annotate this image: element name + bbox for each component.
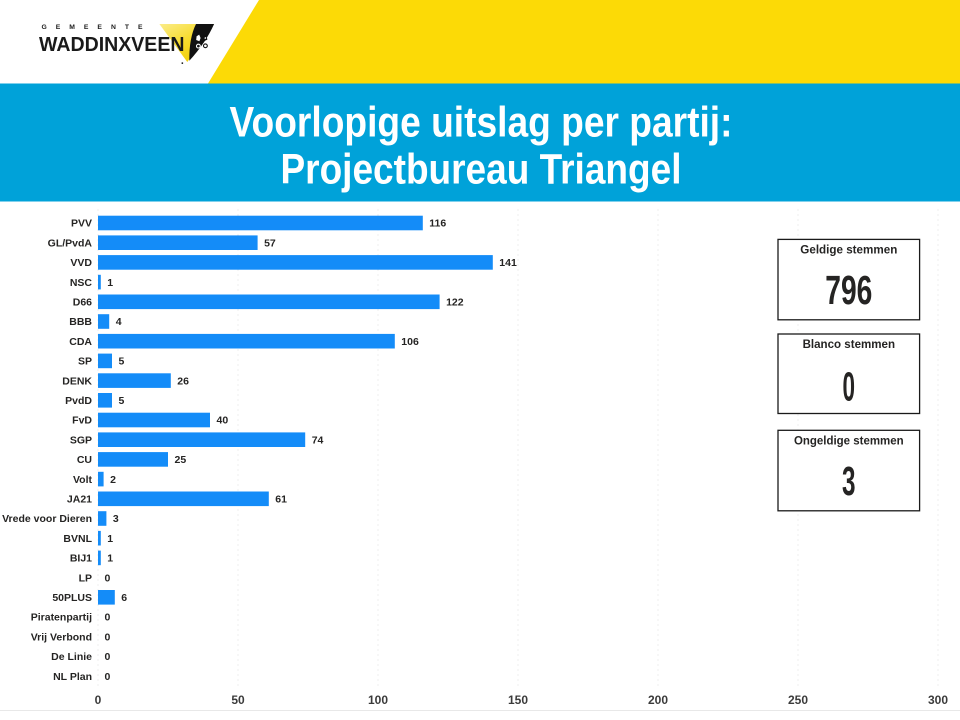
- svg-text:0: 0: [105, 612, 111, 624]
- svg-text:3: 3: [113, 513, 119, 525]
- svg-text:122: 122: [446, 297, 464, 309]
- svg-text:25: 25: [175, 454, 187, 466]
- svg-text:0: 0: [95, 693, 102, 707]
- svg-text:250: 250: [788, 693, 808, 707]
- svg-text:Piratenpartij: Piratenpartij: [31, 612, 92, 624]
- svg-text:D66: D66: [73, 297, 92, 309]
- svg-text:Blanco stemmen: Blanco stemmen: [803, 337, 895, 351]
- svg-text:LP: LP: [79, 572, 92, 584]
- svg-text:Volt: Volt: [73, 474, 93, 486]
- svg-text:150: 150: [508, 693, 528, 707]
- svg-text:Vrede voor Dieren: Vrede voor Dieren: [2, 513, 92, 525]
- svg-text:BBB: BBB: [69, 316, 92, 328]
- svg-text:2: 2: [110, 474, 116, 486]
- svg-text:1: 1: [107, 533, 113, 545]
- svg-text:SGP: SGP: [70, 434, 92, 446]
- svg-text:Geldige stemmen: Geldige stemmen: [800, 242, 897, 256]
- svg-text:61: 61: [275, 494, 287, 506]
- svg-text:26: 26: [177, 375, 189, 387]
- svg-text:SP: SP: [78, 356, 92, 368]
- svg-text:0: 0: [105, 671, 111, 683]
- svg-text:BVNL: BVNL: [63, 533, 92, 545]
- svg-text:4: 4: [116, 316, 122, 328]
- svg-text:Projectbureau Triangel: Projectbureau Triangel: [281, 147, 682, 194]
- svg-text:BIJ1: BIJ1: [70, 553, 92, 565]
- svg-text:PvdD: PvdD: [65, 395, 92, 407]
- svg-text:Voorlopige uitslag per partij:: Voorlopige uitslag per partij:: [230, 100, 733, 147]
- svg-text:0: 0: [843, 364, 856, 410]
- svg-text:De Linie: De Linie: [51, 651, 92, 663]
- svg-text:PVV: PVV: [71, 218, 92, 230]
- svg-text:106: 106: [401, 336, 419, 348]
- svg-text:0: 0: [105, 631, 111, 643]
- svg-text:141: 141: [499, 257, 517, 269]
- svg-text:WADDINXVEEN: WADDINXVEEN: [39, 33, 185, 56]
- svg-text:3: 3: [842, 458, 856, 504]
- svg-text:796: 796: [825, 267, 872, 313]
- svg-text:40: 40: [217, 415, 229, 427]
- svg-text:50PLUS: 50PLUS: [52, 592, 92, 604]
- svg-text:0: 0: [105, 651, 111, 663]
- svg-text:116: 116: [429, 218, 446, 230]
- svg-text:CDA: CDA: [69, 336, 92, 348]
- svg-text:VVD: VVD: [70, 257, 92, 269]
- svg-text:57: 57: [264, 237, 276, 249]
- svg-text:0: 0: [105, 572, 111, 584]
- svg-text:100: 100: [368, 693, 388, 707]
- svg-text:5: 5: [119, 395, 125, 407]
- svg-text:JA21: JA21: [67, 494, 92, 506]
- svg-text:300: 300: [928, 693, 948, 707]
- svg-text:6: 6: [121, 592, 127, 604]
- svg-text:GL/PvdA: GL/PvdA: [48, 237, 93, 249]
- svg-text:Ongeldige stemmen: Ongeldige stemmen: [794, 433, 904, 447]
- svg-text:DENK: DENK: [62, 375, 92, 387]
- svg-text:1: 1: [107, 553, 113, 565]
- svg-text:NL Plan: NL Plan: [53, 671, 92, 683]
- svg-text:CU: CU: [77, 454, 92, 466]
- svg-text:1: 1: [107, 277, 113, 289]
- svg-text:200: 200: [648, 693, 668, 707]
- svg-text:NSC: NSC: [70, 277, 93, 289]
- svg-text:5: 5: [119, 356, 125, 368]
- svg-text:Vrij Verbond: Vrij Verbond: [31, 631, 92, 643]
- svg-text:50: 50: [231, 693, 245, 707]
- svg-text:FvD: FvD: [72, 415, 92, 427]
- svg-text:74: 74: [312, 434, 324, 446]
